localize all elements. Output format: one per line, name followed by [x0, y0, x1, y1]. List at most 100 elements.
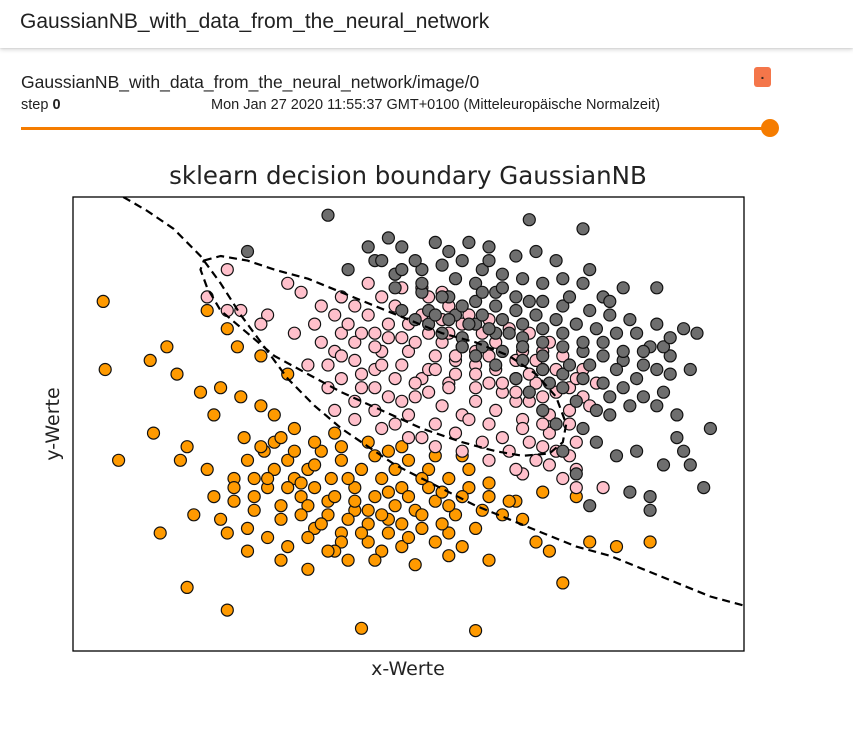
data-point	[428, 349, 442, 363]
data-point	[650, 281, 664, 295]
data-point	[569, 394, 583, 408]
data-point	[569, 481, 583, 495]
data-point	[415, 508, 429, 522]
data-point	[576, 335, 590, 349]
data-point	[442, 499, 456, 513]
data-point	[482, 476, 496, 490]
data-point	[395, 331, 409, 345]
step-slider-track[interactable]	[21, 127, 770, 130]
data-point	[583, 303, 597, 318]
data-point	[361, 503, 375, 517]
data-point	[522, 367, 536, 381]
data-point	[462, 462, 476, 476]
data-point	[261, 308, 275, 322]
data-point	[609, 540, 624, 554]
data-point	[442, 526, 456, 540]
data-point	[381, 331, 395, 345]
data-point	[536, 349, 550, 363]
data-point	[408, 376, 422, 390]
data-point	[495, 281, 509, 295]
step-slider-thumb[interactable]	[761, 119, 779, 137]
data-point	[596, 349, 610, 363]
data-point	[576, 372, 590, 386]
data-point	[422, 462, 436, 476]
data-point	[354, 462, 369, 476]
data-point	[489, 403, 503, 417]
data-point	[341, 553, 355, 567]
data-point	[200, 462, 214, 476]
data-point	[361, 535, 375, 549]
data-point	[415, 276, 429, 290]
data-point	[314, 299, 328, 313]
data-point	[455, 444, 469, 458]
data-point	[583, 535, 597, 549]
data-point	[381, 444, 395, 458]
data-point	[361, 517, 375, 531]
data-point	[240, 544, 255, 558]
data-point	[495, 267, 509, 281]
data-point	[180, 580, 194, 594]
data-point	[469, 394, 483, 408]
data-point	[98, 362, 112, 377]
data-point	[341, 317, 355, 331]
data-point	[596, 481, 610, 495]
data-point	[442, 549, 456, 563]
data-point	[569, 435, 583, 449]
data-point	[475, 503, 489, 517]
data-point	[495, 313, 509, 327]
data-point	[301, 499, 315, 513]
data-point	[220, 526, 234, 540]
data-point	[636, 358, 651, 372]
data-point	[442, 313, 456, 327]
data-point	[227, 494, 241, 508]
data-point	[334, 440, 348, 454]
data-point	[509, 303, 523, 318]
data-point	[207, 408, 221, 422]
data-point	[388, 417, 402, 431]
data-point	[482, 553, 496, 567]
plot-area	[96, 197, 744, 638]
top-bar: GaussianNB_with_data_from_the_neural_net…	[0, 0, 853, 48]
card-menu-button[interactable]: .	[754, 67, 771, 87]
data-point	[348, 494, 362, 508]
data-point	[435, 258, 449, 272]
data-point	[361, 276, 375, 290]
data-point	[522, 213, 536, 227]
data-point	[469, 381, 483, 395]
data-point	[395, 481, 409, 495]
data-point	[428, 308, 442, 322]
data-point	[294, 285, 308, 299]
data-point	[475, 262, 489, 277]
data-point	[469, 276, 483, 290]
data-point	[247, 471, 261, 486]
data-point	[448, 272, 463, 286]
decision-boundary-0	[122, 197, 744, 607]
data-point	[536, 322, 550, 336]
data-point	[153, 526, 167, 540]
data-point	[328, 426, 342, 440]
data-point	[448, 426, 463, 440]
data-point	[361, 435, 375, 449]
data-point	[509, 385, 523, 399]
data-point	[529, 244, 543, 259]
data-point	[442, 471, 456, 486]
step-value: 0	[52, 97, 61, 113]
data-point	[455, 299, 469, 313]
data-point	[274, 499, 288, 513]
data-point	[388, 281, 402, 295]
data-point	[576, 276, 590, 290]
data-point	[455, 253, 469, 268]
data-point	[435, 290, 449, 304]
data-point	[401, 408, 416, 422]
data-point	[536, 440, 550, 454]
data-point	[670, 408, 684, 422]
data-point	[401, 490, 416, 504]
data-point	[237, 431, 251, 445]
data-point	[482, 490, 496, 504]
data-point	[348, 299, 362, 313]
data-point	[643, 535, 657, 549]
data-point	[375, 508, 389, 522]
data-point	[589, 435, 604, 449]
data-point	[650, 317, 664, 331]
data-point	[536, 390, 550, 404]
